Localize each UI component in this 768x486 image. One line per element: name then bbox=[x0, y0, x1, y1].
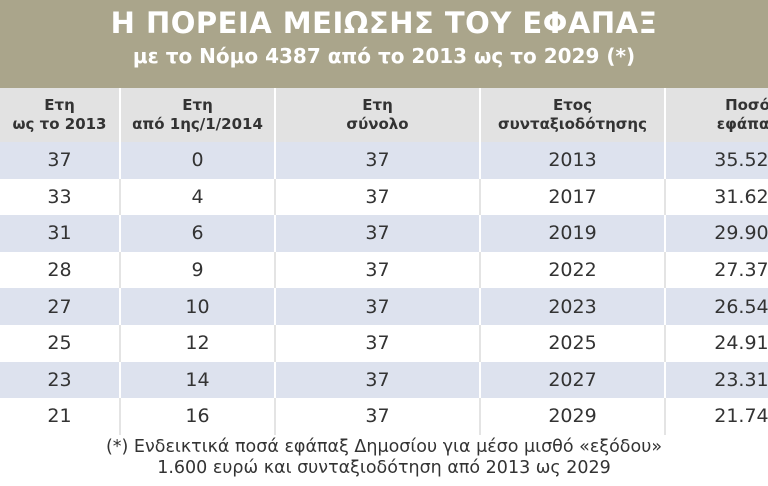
table-cell: 10 bbox=[120, 288, 276, 325]
column-header-line: Ετη bbox=[182, 96, 213, 114]
column-header-line: ως το 2013 bbox=[12, 115, 107, 133]
table-cell: 16 bbox=[120, 398, 276, 435]
column-header-line: εφάπαξ bbox=[716, 115, 768, 133]
title: Η ΠΟΡΕΙΑ ΜΕΙΩΣΗΣ ΤΟΥ ΕΦΑΠΑΞ bbox=[110, 6, 658, 40]
table-cell: 2027 bbox=[480, 361, 666, 399]
table-cell: 37 bbox=[275, 324, 481, 362]
table-cell: 37 bbox=[275, 398, 481, 435]
table-cell: 37 bbox=[275, 215, 481, 252]
column-header: Ετος συνταξιοδότησης bbox=[480, 88, 666, 142]
table-cell: 2029 bbox=[480, 398, 666, 435]
table-cell: 33 bbox=[0, 178, 121, 216]
table-cell: 2017 bbox=[480, 178, 666, 216]
column-header-line: Ποσό bbox=[725, 96, 768, 114]
table-cell: 0 bbox=[120, 142, 276, 179]
table-cell: 37 bbox=[275, 142, 481, 179]
table-cell: 21 bbox=[0, 398, 121, 435]
table-cell: 14 bbox=[120, 361, 276, 399]
table-cell: 37 bbox=[275, 361, 481, 399]
table-cell: 25 bbox=[0, 324, 121, 362]
column-header-line: συνταξιοδότησης bbox=[497, 115, 648, 133]
table-cell: 37 bbox=[275, 288, 481, 325]
table-cell: 24.912 bbox=[665, 324, 768, 362]
table-cell: 31 bbox=[0, 215, 121, 252]
table-cell: 35.520 bbox=[665, 142, 768, 179]
subtitle: με το Νόμο 4387 από το 2013 ως το 2029 (… bbox=[132, 44, 636, 68]
column-header: Ετη σύνολο bbox=[275, 88, 481, 142]
header: Η ΠΟΡΕΙΑ ΜΕΙΩΣΗΣ ΤΟΥ ΕΦΑΠΑΞ με το Νόμο 4… bbox=[0, 0, 768, 88]
table-cell: 2025 bbox=[480, 324, 666, 362]
column-header-line: σύνολο bbox=[346, 115, 409, 133]
table-cell: 26.544 bbox=[665, 288, 768, 325]
table-cell: 2019 bbox=[480, 215, 666, 252]
footnote-line: (*) Ενδεικτικά ποσά εφάπαξ Δημοσίου για … bbox=[105, 436, 663, 457]
table-cell: 28 bbox=[0, 251, 121, 289]
column-header-line: Ετος bbox=[552, 96, 593, 114]
table-cell: 37 bbox=[0, 142, 121, 179]
table-cell: 27.372 bbox=[665, 251, 768, 289]
table-cell: 23 bbox=[0, 361, 121, 399]
table-cell: 37 bbox=[275, 251, 481, 289]
table-cell: 2023 bbox=[480, 288, 666, 325]
table-cell: 12 bbox=[120, 324, 276, 362]
table-cell: 23.311 bbox=[665, 361, 768, 399]
column-header-line: από 1ης/1/2014 bbox=[132, 115, 263, 133]
column-header-line: Ετη bbox=[362, 96, 393, 114]
footnote: (*) Ενδεικτικά ποσά εφάπαξ Δημοσίου για … bbox=[0, 435, 768, 479]
table-cell: 2013 bbox=[480, 142, 666, 179]
column-header: Ποσόεφάπαξ bbox=[665, 88, 768, 142]
header-row: Ετη ως το 2013 Ετη από 1ης/1/2014 Ετη σύνολο Ε… bbox=[0, 88, 768, 142]
table-cell: 6 bbox=[120, 215, 276, 252]
footnote-line: 1.600 ευρώ και συνταξιοδότηση από 2013 ω… bbox=[157, 457, 611, 478]
column-header: Ετη από 1ης/1/2014 bbox=[120, 88, 276, 142]
table-cell: 31.624 bbox=[665, 178, 768, 216]
table-cell: 29.906 bbox=[665, 215, 768, 252]
table-cell: 9 bbox=[120, 251, 276, 289]
table: Ετη ως το 2013 Ετη από 1ης/1/2014 Ετη σύνολο Ε… bbox=[0, 88, 768, 435]
table-body: 37037201335.52033437201731.6243163720192… bbox=[0, 142, 768, 435]
column-header-line: Ετη bbox=[44, 96, 75, 114]
table-cell: 2022 bbox=[480, 251, 666, 289]
table-cell: 21.740 bbox=[665, 398, 768, 435]
table-cell: 27 bbox=[0, 288, 121, 325]
column-header: Ετη ως το 2013 bbox=[0, 88, 121, 142]
table-cell: 4 bbox=[120, 178, 276, 216]
table-cell: 37 bbox=[275, 178, 481, 216]
